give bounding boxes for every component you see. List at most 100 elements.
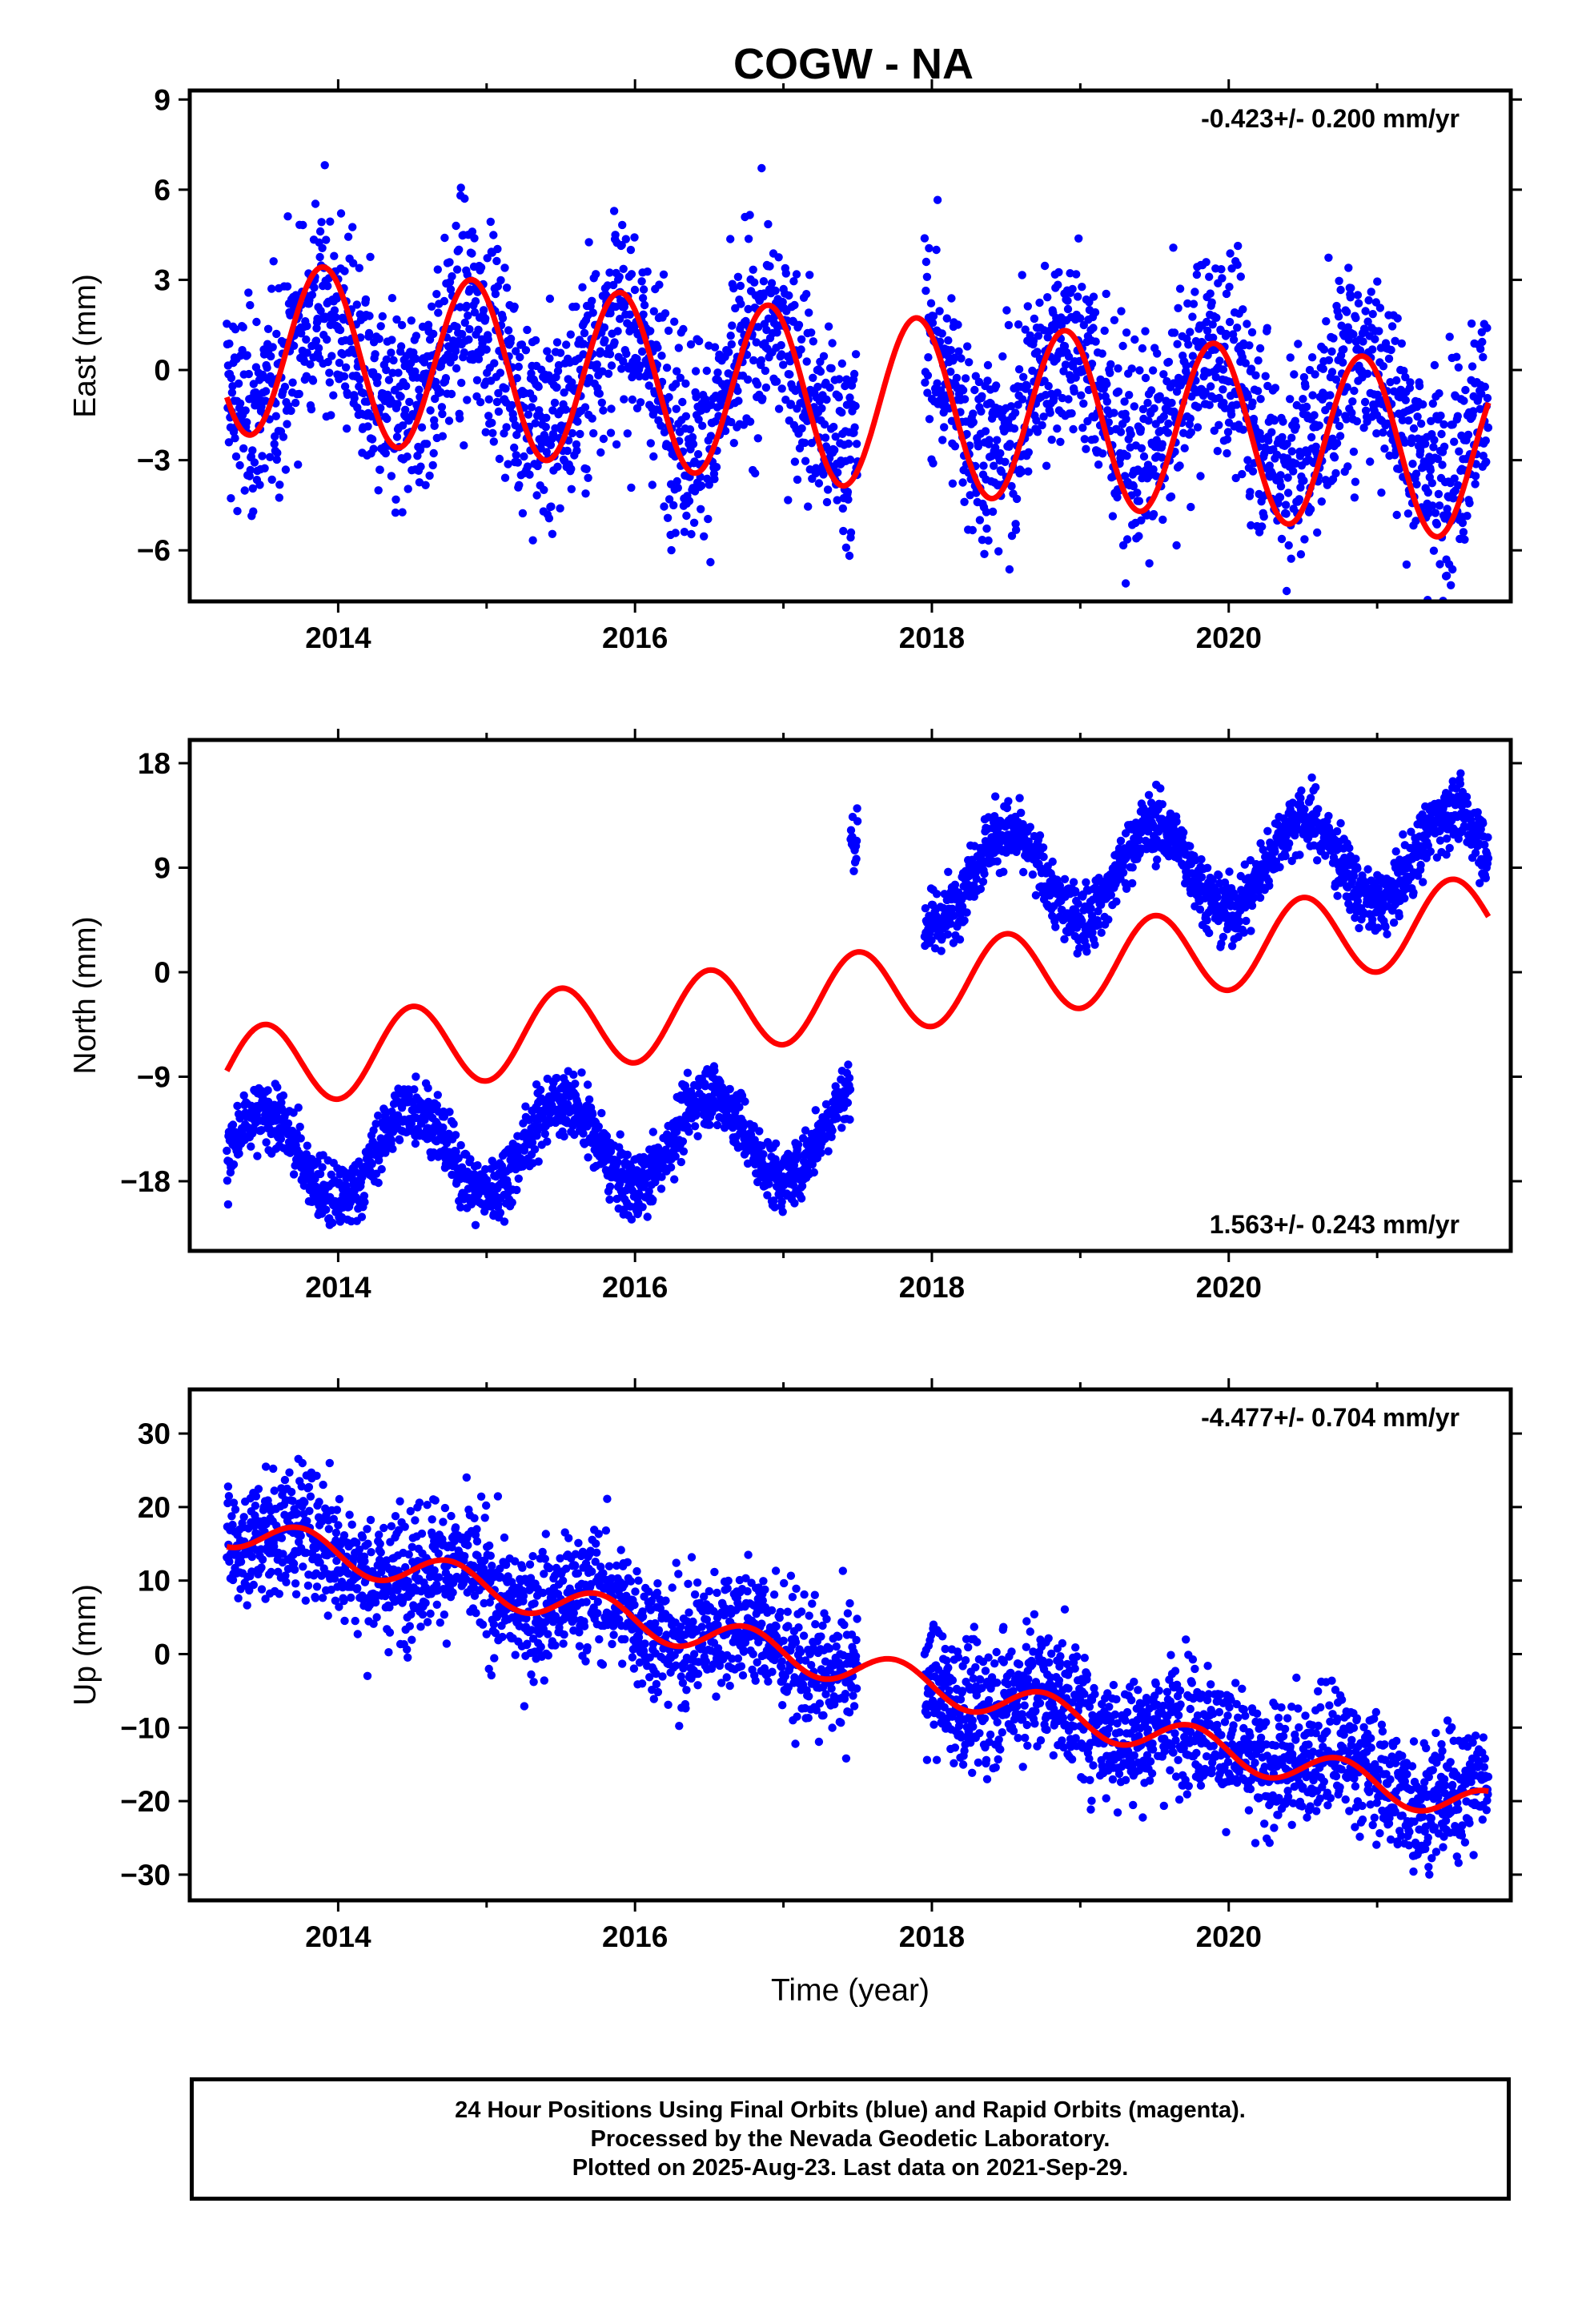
data-point [329, 391, 338, 400]
data-point [1201, 388, 1210, 396]
data-point [1301, 382, 1310, 391]
data-point [500, 263, 509, 272]
data-point [250, 458, 259, 467]
data-point [1253, 387, 1263, 396]
data-point [1110, 316, 1119, 324]
data-point [504, 326, 513, 335]
data-point [1326, 391, 1335, 400]
data-point [604, 369, 613, 378]
data-point [520, 452, 528, 461]
data-point [817, 404, 826, 413]
data-point [315, 252, 324, 262]
data-point [492, 256, 501, 266]
data-point [982, 524, 991, 533]
data-point [781, 269, 790, 278]
data-point [947, 294, 956, 303]
data-point [842, 375, 851, 384]
data-point [1331, 468, 1340, 478]
data-point [1229, 336, 1239, 344]
data-point [797, 335, 806, 344]
data-point [763, 1191, 772, 1200]
data-point [599, 434, 608, 444]
data-point [426, 406, 435, 415]
data-point [767, 279, 777, 287]
data-point [1210, 426, 1219, 435]
data-point [339, 372, 349, 381]
data-point [481, 428, 490, 436]
data-point [224, 438, 234, 447]
data-point [471, 1220, 480, 1230]
data-point [1411, 517, 1420, 525]
data-point [1032, 416, 1041, 425]
data-point [1363, 317, 1372, 326]
data-point [596, 347, 604, 356]
data-point [1053, 424, 1062, 433]
data-point [412, 1072, 420, 1081]
data-point [371, 350, 379, 359]
data-point [1283, 489, 1293, 497]
data-point [827, 364, 836, 373]
data-point [291, 398, 300, 408]
data-point [1332, 439, 1342, 448]
data-point [1450, 437, 1459, 446]
data-point [926, 299, 936, 308]
data-point [412, 332, 421, 340]
data-point [666, 1163, 676, 1172]
data-point [1087, 360, 1097, 368]
data-point [243, 351, 251, 360]
data-point [1377, 489, 1386, 497]
data-point [1010, 408, 1020, 417]
data-point [267, 284, 276, 293]
data-point [1174, 304, 1182, 312]
data-point [1217, 265, 1226, 274]
data-point [807, 328, 816, 337]
data-point [518, 509, 528, 518]
data-point [1050, 324, 1059, 333]
data-point [1137, 516, 1146, 525]
data-point [416, 445, 425, 454]
data-point [1335, 276, 1343, 285]
data-point [843, 1098, 853, 1108]
data-point [825, 383, 834, 392]
data-point [946, 346, 956, 355]
data-point [500, 473, 510, 482]
data-point [1143, 398, 1152, 408]
data-point [563, 446, 572, 456]
data-point [946, 368, 955, 376]
data-point [359, 388, 368, 398]
data-point [387, 348, 396, 357]
data-point [470, 234, 479, 243]
data-point [637, 347, 647, 356]
data-point [1421, 440, 1430, 448]
data-point [289, 341, 299, 350]
plot-area-north [223, 769, 1493, 1230]
data-point [1180, 444, 1189, 452]
data-point [1347, 408, 1356, 417]
data-point [615, 272, 624, 281]
data-point [315, 227, 325, 236]
data-point [1223, 428, 1233, 436]
data-point [1367, 287, 1375, 296]
data-point [1413, 412, 1422, 421]
data-point [1430, 360, 1439, 370]
data-point [621, 235, 630, 243]
data-point [1194, 403, 1203, 412]
data-point [228, 1120, 238, 1129]
data-point [295, 1122, 304, 1132]
data-point [824, 322, 833, 331]
data-point [704, 514, 713, 524]
data-point [955, 935, 965, 944]
data-point [1068, 284, 1077, 294]
data-point [835, 375, 844, 384]
data-point [393, 400, 402, 408]
data-point [822, 395, 831, 404]
data-point [729, 283, 738, 293]
data-point [1307, 432, 1316, 442]
data-point [849, 369, 859, 379]
data-point [500, 1217, 509, 1226]
data-point [252, 317, 261, 327]
data-point [1072, 270, 1081, 279]
data-point [1275, 493, 1285, 502]
data-point [1219, 385, 1227, 394]
data-point [1282, 509, 1291, 518]
